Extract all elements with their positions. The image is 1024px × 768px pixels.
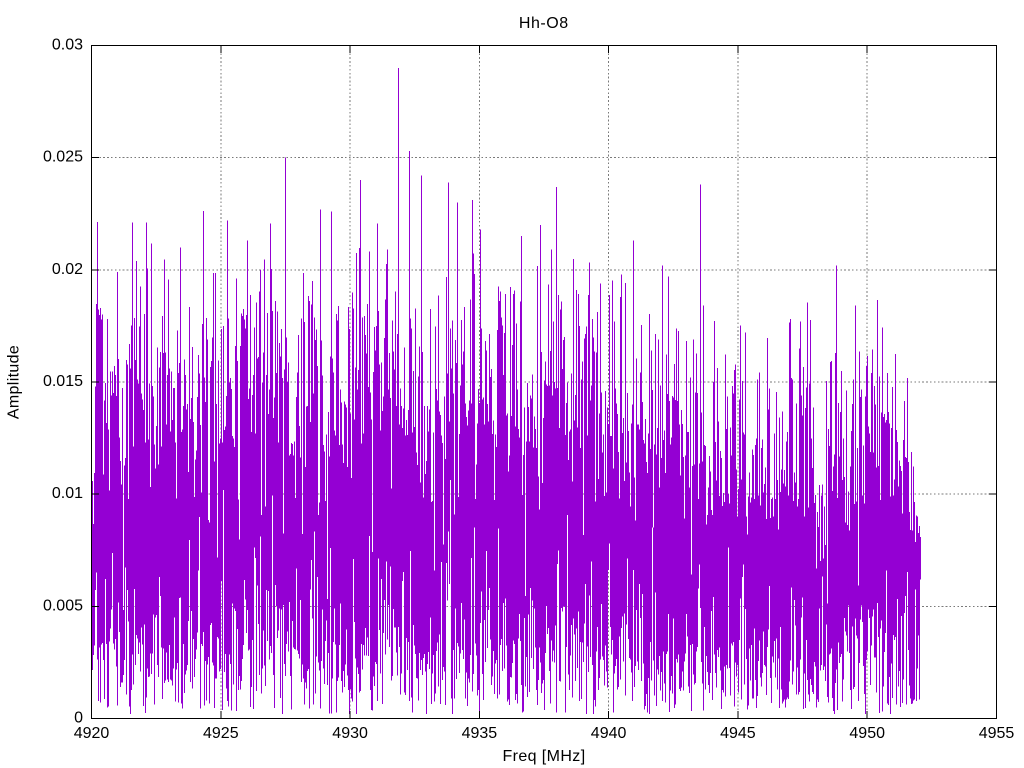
svg-text:Freq [MHz]: Freq [MHz] — [502, 748, 585, 765]
svg-text:0.015: 0.015 — [43, 373, 83, 390]
svg-text:0.01: 0.01 — [52, 485, 83, 502]
svg-text:4920: 4920 — [74, 725, 110, 742]
svg-text:4950: 4950 — [849, 725, 885, 742]
svg-text:4955: 4955 — [979, 725, 1015, 742]
svg-text:0.005: 0.005 — [43, 597, 83, 614]
svg-text:4925: 4925 — [203, 725, 239, 742]
svg-text:0: 0 — [74, 710, 83, 727]
svg-text:Amplitude: Amplitude — [6, 345, 23, 419]
svg-text:0.02: 0.02 — [52, 261, 83, 278]
svg-text:4945: 4945 — [720, 725, 756, 742]
svg-text:4940: 4940 — [591, 725, 627, 742]
svg-text:0.025: 0.025 — [43, 149, 83, 166]
svg-text:0.03: 0.03 — [52, 37, 83, 54]
svg-text:4935: 4935 — [462, 725, 498, 742]
svg-text:4930: 4930 — [332, 725, 368, 742]
svg-text:Hh-O8: Hh-O8 — [519, 15, 569, 32]
